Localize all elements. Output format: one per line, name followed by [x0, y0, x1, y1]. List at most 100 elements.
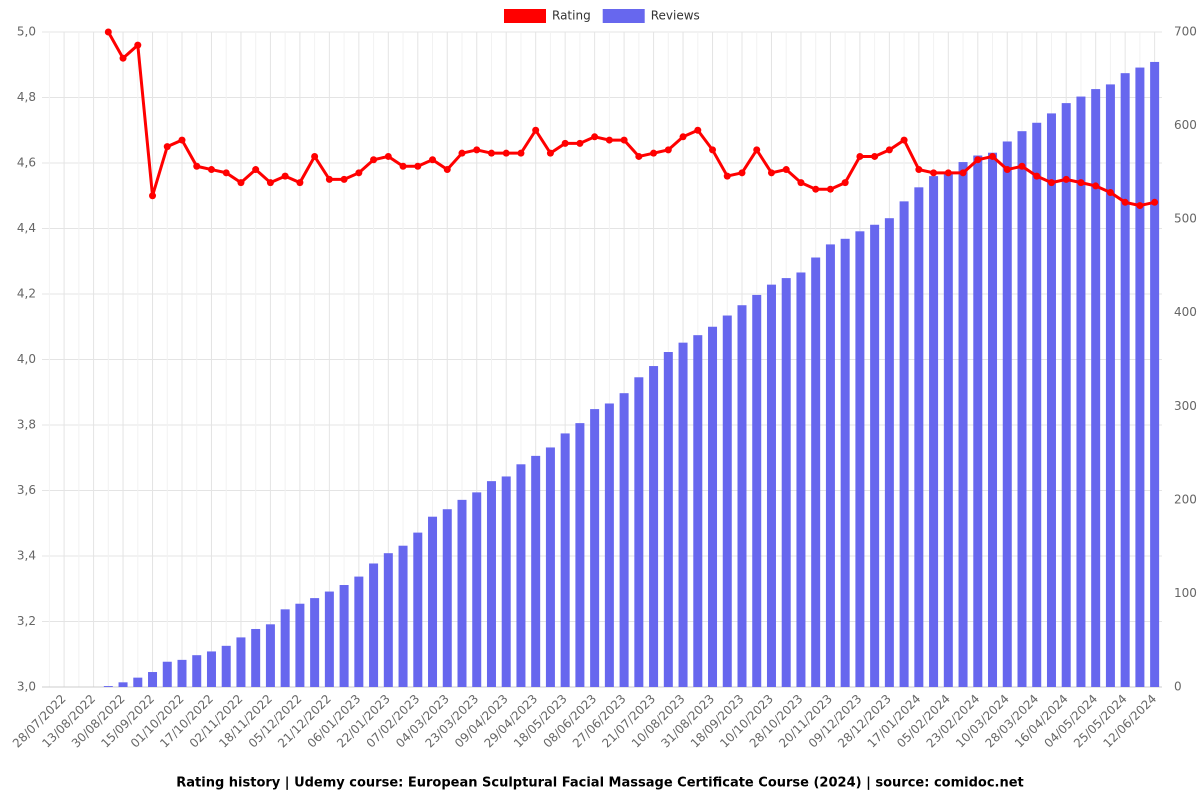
point — [664, 146, 672, 154]
bar — [943, 172, 953, 687]
bar — [148, 672, 158, 687]
bar — [265, 624, 275, 687]
bar — [752, 294, 762, 687]
bar — [737, 305, 747, 687]
bar — [884, 218, 894, 687]
point — [900, 136, 908, 144]
point — [1092, 182, 1100, 190]
point — [885, 146, 893, 154]
bar — [177, 659, 187, 687]
point — [797, 179, 805, 187]
point — [546, 149, 554, 157]
y-tick-label: 3,4 — [17, 549, 36, 563]
y-tick-label: 3,8 — [17, 418, 36, 432]
legend-label: Reviews — [651, 9, 700, 23]
y-tick-label: 3,0 — [17, 680, 36, 694]
bar — [398, 545, 408, 687]
bar — [516, 464, 526, 687]
point — [1077, 179, 1085, 187]
point — [989, 152, 997, 160]
point — [399, 162, 407, 170]
bar — [457, 499, 467, 687]
point — [974, 156, 982, 164]
point — [782, 166, 790, 174]
point — [163, 143, 171, 151]
bar — [1135, 67, 1145, 688]
bar — [236, 637, 246, 687]
bar — [781, 278, 791, 687]
point — [812, 185, 820, 193]
y-tick-label: 4,6 — [17, 156, 36, 170]
point — [532, 126, 540, 134]
bar — [604, 403, 614, 687]
bar — [619, 393, 629, 687]
bar — [840, 238, 850, 688]
bar — [118, 682, 128, 687]
point — [767, 169, 775, 177]
bar — [575, 423, 585, 687]
bar — [722, 315, 732, 687]
y2-tick-label: 700 — [1174, 25, 1197, 39]
bar — [472, 492, 482, 687]
point — [1136, 202, 1144, 210]
bar — [649, 366, 659, 687]
bar — [988, 152, 998, 687]
bar — [560, 433, 570, 687]
point — [281, 172, 289, 180]
point — [340, 175, 348, 183]
point — [370, 156, 378, 164]
bar — [354, 576, 364, 687]
point — [104, 28, 112, 36]
y-tick-label: 3,2 — [17, 614, 36, 628]
point — [753, 146, 761, 154]
point — [635, 152, 643, 160]
point — [178, 136, 186, 144]
y-tick-label: 4,2 — [17, 287, 36, 301]
point — [296, 179, 304, 187]
point — [841, 179, 849, 187]
bar — [428, 516, 438, 687]
point — [1121, 198, 1129, 206]
bar — [501, 476, 511, 687]
y-tick-label: 4,0 — [17, 352, 36, 366]
bar — [251, 628, 261, 687]
legend-swatch — [504, 9, 546, 23]
point — [252, 166, 260, 174]
point — [1047, 179, 1055, 187]
point — [443, 166, 451, 174]
point — [605, 136, 613, 144]
point — [1151, 198, 1159, 206]
point — [487, 149, 495, 157]
point — [149, 192, 157, 200]
y-tick-label: 5,0 — [17, 25, 36, 39]
point — [620, 136, 628, 144]
bar — [133, 677, 143, 687]
point — [414, 162, 422, 170]
point — [694, 126, 702, 134]
bar — [899, 201, 909, 687]
bar — [383, 553, 393, 687]
bar — [1046, 113, 1056, 687]
point — [650, 149, 658, 157]
bar — [324, 591, 334, 687]
point — [591, 133, 599, 141]
y2-tick-label: 600 — [1174, 118, 1197, 132]
point — [826, 185, 834, 193]
point — [915, 166, 923, 174]
bar — [1017, 131, 1027, 687]
bar — [1076, 96, 1086, 688]
bar — [531, 455, 541, 687]
bar — [590, 409, 600, 687]
y2-tick-label: 300 — [1174, 399, 1197, 413]
bar — [369, 563, 379, 687]
y2-tick-label: 500 — [1174, 212, 1197, 226]
point — [856, 152, 864, 160]
bar — [442, 509, 452, 687]
bar — [206, 651, 216, 687]
bar — [958, 162, 968, 688]
point — [723, 172, 731, 180]
bar — [1105, 84, 1115, 687]
bar — [162, 661, 172, 687]
bar — [1150, 61, 1160, 687]
bar — [766, 284, 776, 687]
